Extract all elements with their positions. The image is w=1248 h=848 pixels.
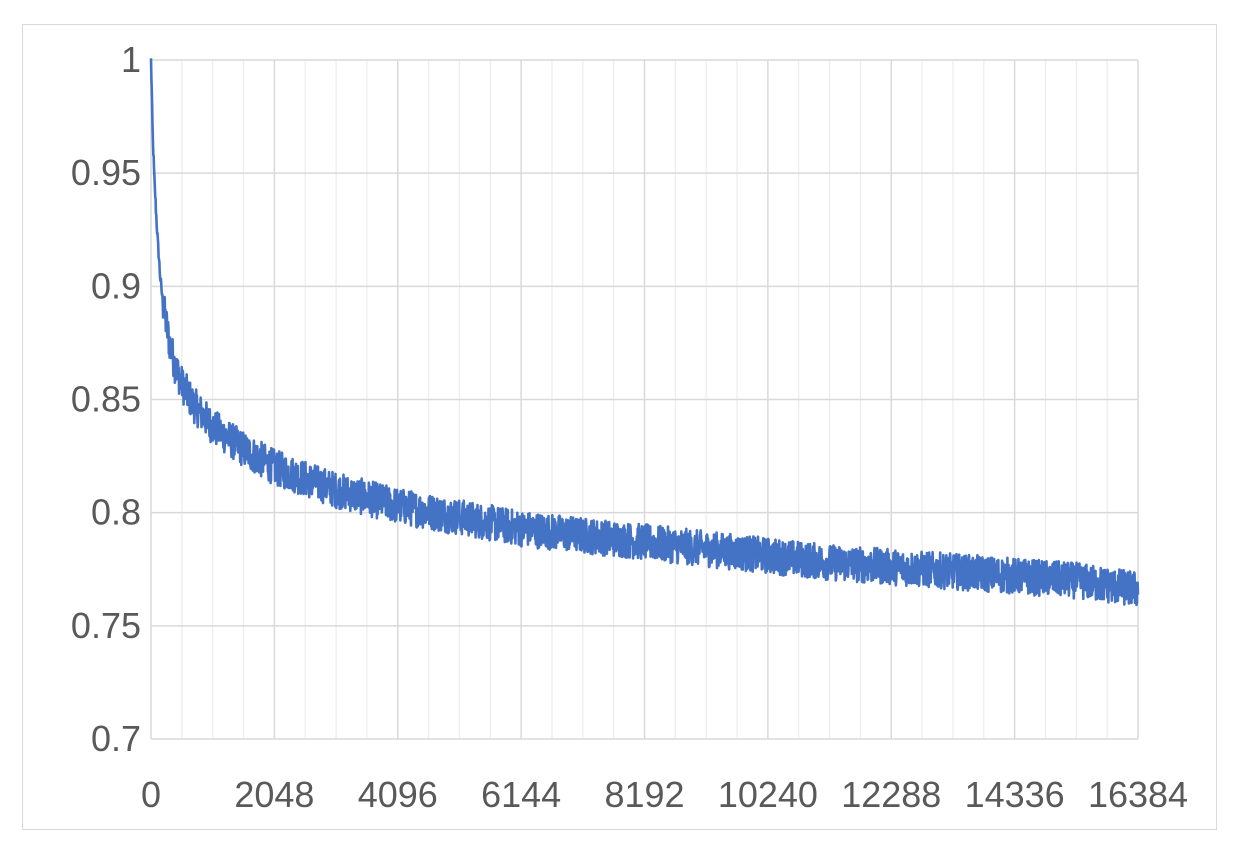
y-tick-label: 1 — [121, 39, 141, 80]
y-tick-label: 0.9 — [91, 265, 141, 306]
x-tick-label: 0 — [141, 774, 161, 815]
x-tick-label: 6144 — [481, 774, 561, 815]
y-axis-tick-labels: 0.7 0.75 0.8 0.85 0.9 0.95 1 — [71, 39, 141, 759]
axes — [150, 60, 1138, 740]
y-tick-label: 0.7 — [91, 718, 141, 759]
x-tick-label: 4096 — [358, 774, 438, 815]
x-tick-label: 10240 — [718, 774, 818, 815]
y-tick-label: 0.75 — [71, 605, 141, 646]
y-tick-label: 0.85 — [71, 379, 141, 420]
major-gridlines — [151, 59, 1139, 739]
y-tick-label: 0.95 — [71, 152, 141, 193]
x-axis-tick-labels: 0 2048 4096 6144 8192 10240 12288 14336 16384 — [141, 774, 1188, 815]
x-tick-label: 16384 — [1088, 774, 1188, 815]
x-tick-label: 8192 — [604, 774, 684, 815]
series-layer — [149, 58, 1140, 607]
x-tick-label: 2048 — [234, 774, 314, 815]
series-line — [149, 58, 1140, 607]
x-tick-label: 12288 — [841, 774, 941, 815]
x-tick-label: 14336 — [965, 774, 1065, 815]
y-tick-label: 0.8 — [91, 492, 141, 533]
